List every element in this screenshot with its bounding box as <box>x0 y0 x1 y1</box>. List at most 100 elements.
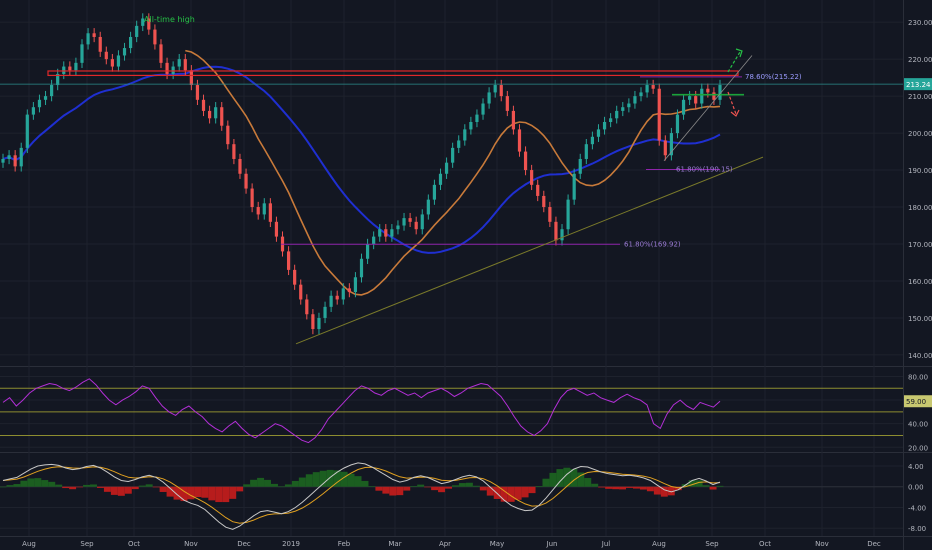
y-tick-label: 0.00 <box>908 484 924 492</box>
y-tick-label: -8.00 <box>908 525 926 533</box>
macd-histogram-bar <box>215 486 223 503</box>
candle-body <box>116 55 121 67</box>
price-pane: 78.60%(215.22) 61.80%(190.15) 61.80%(169.9… <box>0 13 903 345</box>
candle-body <box>92 33 96 37</box>
macd-histogram-bar <box>716 485 724 487</box>
candle-body <box>335 295 339 300</box>
x-tick-label: Nov <box>184 540 198 548</box>
candle-body <box>609 118 613 122</box>
x-tick-label: Aug <box>22 540 36 548</box>
x-tick-label: Oct <box>128 540 140 548</box>
macd-histogram-bar <box>55 484 63 487</box>
y-tick-label: 230.00 <box>908 19 932 27</box>
macd-histogram-bar <box>69 486 77 490</box>
candle-body <box>244 173 248 189</box>
macd-histogram-bar <box>424 486 432 488</box>
candle-body <box>317 317 321 330</box>
candle-body <box>159 44 163 63</box>
macd-histogram-bar <box>493 486 501 499</box>
candle-body <box>104 51 108 60</box>
candle-body <box>201 99 206 111</box>
candle-body <box>80 44 84 63</box>
candle-body <box>384 229 388 237</box>
candle-body <box>681 99 686 115</box>
candle-body <box>602 122 607 130</box>
macd-histogram-bar <box>375 486 383 491</box>
macd-histogram-bar <box>653 486 661 495</box>
candle-body <box>493 85 497 93</box>
candle-body <box>365 244 370 259</box>
long-trend-line <box>295 156 764 345</box>
macd-histogram-bar <box>528 486 536 494</box>
y-tick-label: 210.00 <box>908 93 932 101</box>
price-axis[interactable]: 230.00 220.00 210.00 200.00 190.00 180.00 170.… <box>904 19 932 533</box>
y-tick-label: 220.00 <box>908 56 932 64</box>
y-tick-label: 40.00 <box>908 421 928 429</box>
macd-histogram-bar <box>187 486 195 500</box>
candle-body <box>56 73 60 86</box>
candle-body <box>37 99 42 108</box>
macd-histogram-bar <box>229 486 237 499</box>
macd-histogram-bar <box>90 484 97 487</box>
macd-histogram-bar <box>674 486 682 491</box>
x-tick-label: Jul <box>601 540 611 548</box>
candle-body <box>311 314 315 330</box>
macd-histogram-bar <box>458 483 466 487</box>
candle-body <box>135 25 139 37</box>
candle-body <box>621 107 625 111</box>
macd-histogram-bar <box>48 481 56 487</box>
candle-body <box>274 221 279 237</box>
candle-body <box>256 207 260 215</box>
candle-body <box>420 214 424 230</box>
candle-body <box>505 96 509 111</box>
candle-body <box>226 125 230 145</box>
macd-histogram-bar <box>563 467 571 487</box>
candle-body <box>396 225 400 230</box>
bearish-arrow <box>727 91 737 115</box>
candle-body <box>262 203 266 215</box>
macd-pane <box>0 462 903 530</box>
macd-histogram-bar <box>646 486 654 492</box>
macd-histogram-bar <box>76 486 84 488</box>
macd-histogram-bar <box>695 480 703 487</box>
fib-786-label: 78.60%(215.22) <box>745 73 802 81</box>
macd-histogram-bar <box>598 486 606 488</box>
macd-histogram-bar <box>180 486 188 502</box>
macd-histogram-bar <box>382 486 390 494</box>
candle-body <box>286 251 291 270</box>
candle-body <box>438 173 443 185</box>
candle-body <box>141 18 145 26</box>
x-tick-label: 2019 <box>282 540 300 548</box>
macd-histogram-bar <box>62 486 70 489</box>
candle-body <box>177 59 181 67</box>
candle-body <box>657 88 661 141</box>
candle-body <box>250 188 254 208</box>
candle-body <box>548 207 552 222</box>
candle-body <box>238 158 242 174</box>
y-tick-label: 200.00 <box>908 130 932 138</box>
candle-body <box>7 155 11 159</box>
macd-histogram-bar <box>396 486 404 496</box>
candle-body <box>50 85 54 97</box>
candle-body <box>147 18 151 30</box>
candle-body <box>62 66 66 74</box>
macd-histogram-bar <box>577 472 585 487</box>
candle-body <box>517 129 522 152</box>
macd-histogram-bar <box>194 486 202 498</box>
candle-body <box>293 269 297 285</box>
macd-histogram-bar <box>326 469 334 487</box>
macd-histogram-bar <box>264 479 272 487</box>
ma-long-line <box>2 65 721 254</box>
candle-body <box>688 96 692 100</box>
candle-body <box>615 110 619 119</box>
candle-body <box>645 85 649 93</box>
macd-histogram-bar <box>110 486 118 495</box>
candle-body <box>402 218 406 226</box>
time-axis[interactable]: Aug Sep Oct Nov Dec 2019 Feb Mar Apr May Jun Jul Aug… <box>22 540 881 548</box>
macd-histogram-bar <box>368 486 376 487</box>
macd-histogram-bar <box>667 486 675 496</box>
candle-body <box>523 151 528 171</box>
macd-histogram-bar <box>445 486 452 489</box>
candle-body <box>110 59 114 67</box>
